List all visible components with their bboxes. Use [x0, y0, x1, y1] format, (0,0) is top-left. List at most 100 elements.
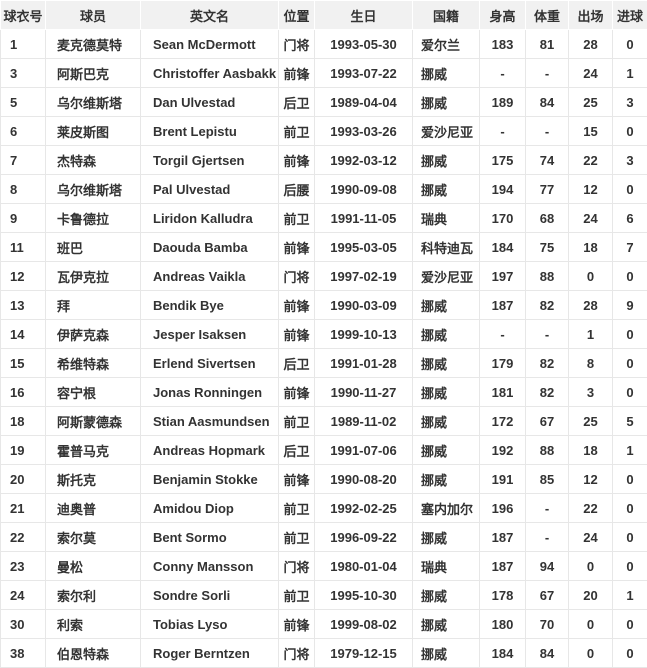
cell-appearances: 24 [568, 203, 613, 233]
cell-en_name: Sondre Sorli [140, 580, 279, 610]
cell-weight: 77 [525, 174, 569, 204]
table-row: 8 乌尔维斯塔 Pal Ulvestad 后腰 1990-09-08 挪威 194 77 12 0 [0, 174, 647, 204]
cell-player: 莱皮斯图 [45, 116, 141, 146]
cell-appearances: 15 [568, 116, 613, 146]
cell-number: 6 [0, 116, 46, 146]
cell-nationality: 科特迪瓦 [412, 232, 480, 262]
cell-player: 利索 [45, 609, 141, 639]
cell-weight: 81 [525, 29, 569, 59]
cell-goals: 1 [612, 580, 647, 610]
header-cell-position: 位置 [278, 0, 315, 30]
cell-player: 伊萨克森 [45, 319, 141, 349]
cell-goals: 0 [612, 319, 647, 349]
cell-birthday: 1991-11-05 [314, 203, 413, 233]
cell-weight: 85 [525, 464, 569, 494]
cell-height: 172 [479, 406, 526, 436]
cell-en_name: Conny Mansson [140, 551, 279, 581]
cell-height: 180 [479, 609, 526, 639]
cell-birthday: 1991-07-06 [314, 435, 413, 465]
cell-goals: 0 [612, 638, 647, 668]
header-cell-nationality: 国籍 [412, 0, 480, 30]
cell-position: 前锋 [278, 145, 315, 175]
cell-nationality: 挪威 [412, 348, 480, 378]
cell-goals: 0 [612, 174, 647, 204]
cell-birthday: 1995-10-30 [314, 580, 413, 610]
cell-number: 22 [0, 522, 46, 552]
table-body: 1 麦克德莫特 Sean McDermott 门将 1993-05-30 爱尔兰 183 81… [0, 29, 647, 668]
cell-goals: 9 [612, 290, 647, 320]
cell-nationality: 挪威 [412, 638, 480, 668]
cell-height: - [479, 58, 526, 88]
cell-nationality: 挪威 [412, 580, 480, 610]
table-row: 22 索尔莫 Bent Sormo 前卫 1996-09-22 挪威 187-24 0 [0, 522, 647, 552]
cell-height: 187 [479, 551, 526, 581]
cell-weight: 68 [525, 203, 569, 233]
table-row: 19 霍普马克 Andreas Hopmark 后卫 1991-07-06 挪威 192 88… [0, 435, 647, 465]
cell-position: 后卫 [278, 435, 315, 465]
cell-number: 9 [0, 203, 46, 233]
cell-nationality: 挪威 [412, 145, 480, 175]
cell-nationality: 挪威 [412, 464, 480, 494]
cell-player: 容宁根 [45, 377, 141, 407]
cell-player: 斯托克 [45, 464, 141, 494]
cell-number: 11 [0, 232, 46, 262]
cell-appearances: 12 [568, 464, 613, 494]
cell-height: 196 [479, 493, 526, 523]
cell-en_name: Bent Sormo [140, 522, 279, 552]
cell-weight: 94 [525, 551, 569, 581]
cell-height: 191 [479, 464, 526, 494]
table-row: 7 杰特森 Torgil Gjertsen 前锋 1992-03-12 挪威 175 74 22… [0, 145, 647, 175]
cell-nationality: 爱沙尼亚 [412, 261, 480, 291]
cell-goals: 1 [612, 435, 647, 465]
cell-weight: 82 [525, 348, 569, 378]
cell-height: 192 [479, 435, 526, 465]
table-row: 23 曼松 Conny Mansson 门将 1980-01-04 瑞典 187 94 0 0 [0, 551, 647, 581]
cell-weight: 82 [525, 377, 569, 407]
cell-en_name: Andreas Hopmark [140, 435, 279, 465]
cell-en_name: Jonas Ronningen [140, 377, 279, 407]
cell-height: 184 [479, 638, 526, 668]
cell-height: 194 [479, 174, 526, 204]
cell-en_name: Roger Berntzen [140, 638, 279, 668]
cell-weight: 84 [525, 638, 569, 668]
table-row: 12 瓦伊克拉 Andreas Vaikla 门将 1997-02-19 爱沙尼亚 197 8… [0, 261, 647, 291]
cell-weight: 70 [525, 609, 569, 639]
cell-birthday: 1990-11-27 [314, 377, 413, 407]
cell-height: 178 [479, 580, 526, 610]
cell-appearances: 24 [568, 58, 613, 88]
cell-number: 18 [0, 406, 46, 436]
cell-nationality: 挪威 [412, 174, 480, 204]
cell-goals: 0 [612, 551, 647, 581]
cell-number: 38 [0, 638, 46, 668]
cell-nationality: 挪威 [412, 319, 480, 349]
cell-player: 霍普马克 [45, 435, 141, 465]
cell-en_name: Stian Aasmundsen [140, 406, 279, 436]
header-cell-birthday: 生日 [314, 0, 413, 30]
cell-player: 索尔利 [45, 580, 141, 610]
cell-player: 阿斯蒙德森 [45, 406, 141, 436]
table-row: 3 阿斯巴克 Christoffer Aasbakk 前锋 1993-07-22 挪威 - -… [0, 58, 647, 88]
cell-appearances: 1 [568, 319, 613, 349]
cell-player: 卡鲁德拉 [45, 203, 141, 233]
cell-birthday: 1980-01-04 [314, 551, 413, 581]
cell-appearances: 12 [568, 174, 613, 204]
cell-birthday: 1997-02-19 [314, 261, 413, 291]
cell-position: 前锋 [278, 232, 315, 262]
cell-number: 23 [0, 551, 46, 581]
cell-birthday: 1989-11-02 [314, 406, 413, 436]
cell-goals: 0 [612, 29, 647, 59]
cell-appearances: 28 [568, 29, 613, 59]
cell-height: 197 [479, 261, 526, 291]
cell-en_name: Daouda Bamba [140, 232, 279, 262]
cell-birthday: 1995-03-05 [314, 232, 413, 262]
header-cell-goals: 进球 [612, 0, 647, 30]
cell-height: 179 [479, 348, 526, 378]
cell-appearances: 28 [568, 290, 613, 320]
cell-height: 189 [479, 87, 526, 117]
table-row: 13 拜 Bendik Bye 前锋 1990-03-09 挪威 187 82 28 9 [0, 290, 647, 320]
cell-birthday: 1990-09-08 [314, 174, 413, 204]
cell-appearances: 0 [568, 638, 613, 668]
cell-en_name: Erlend Sivertsen [140, 348, 279, 378]
cell-position: 后腰 [278, 174, 315, 204]
cell-nationality: 塞内加尔 [412, 493, 480, 523]
